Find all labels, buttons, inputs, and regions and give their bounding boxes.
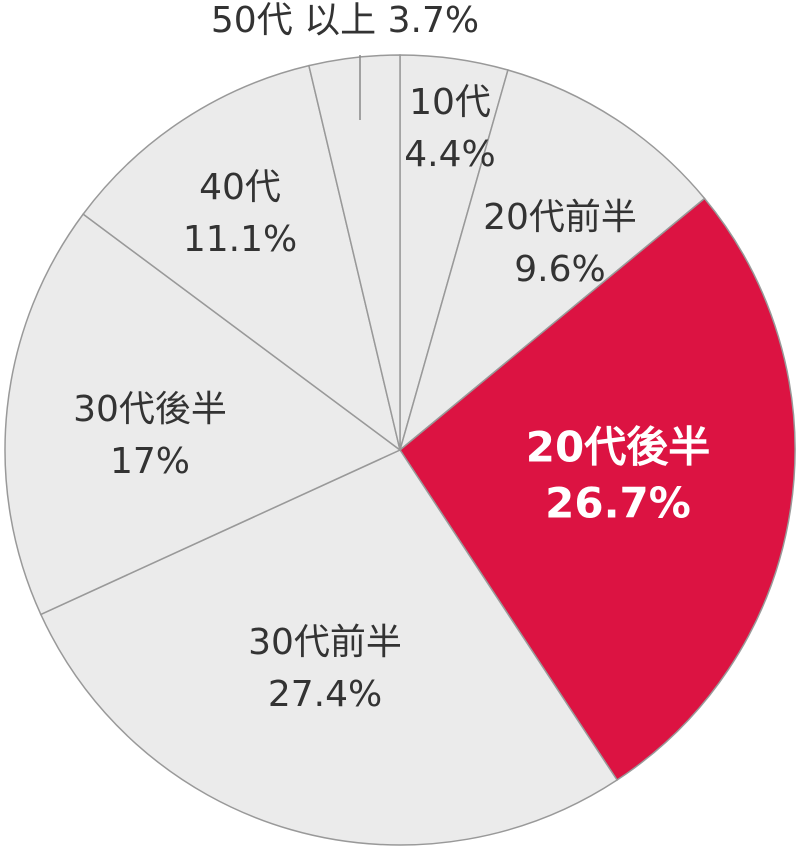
pie-slice (4, 213, 402, 616)
slice-label: 50代 以上 3.7% (211, 0, 479, 41)
category-label: 40代 (199, 167, 281, 208)
value-label: 26.7% (545, 479, 691, 528)
pie-slice (398, 69, 706, 453)
category-label: 30代後半 (73, 389, 227, 430)
pie-slice (399, 197, 796, 782)
labels: 10代 4.4% 20代前半 9.6% 20代後半 26.7% 30代前半 27.4% 30代後… (73, 0, 710, 715)
value-label: 11.1% (183, 219, 297, 260)
slices (4, 54, 796, 846)
category-label: 50代 以上 (211, 0, 376, 41)
value-label: 9.6% (514, 249, 605, 290)
value-label: 17% (110, 441, 190, 482)
pie-slice (82, 64, 402, 452)
pie-slice (308, 54, 401, 451)
value-label: 3.7% (388, 0, 479, 41)
category-label: 10代 (409, 82, 491, 123)
category-label: 20代前半 (483, 197, 637, 238)
value-label: 27.4% (268, 674, 382, 715)
value-label: 4.4% (404, 134, 495, 175)
category-label: 20代後半 (526, 423, 710, 472)
category-label: 30代前半 (248, 622, 402, 663)
